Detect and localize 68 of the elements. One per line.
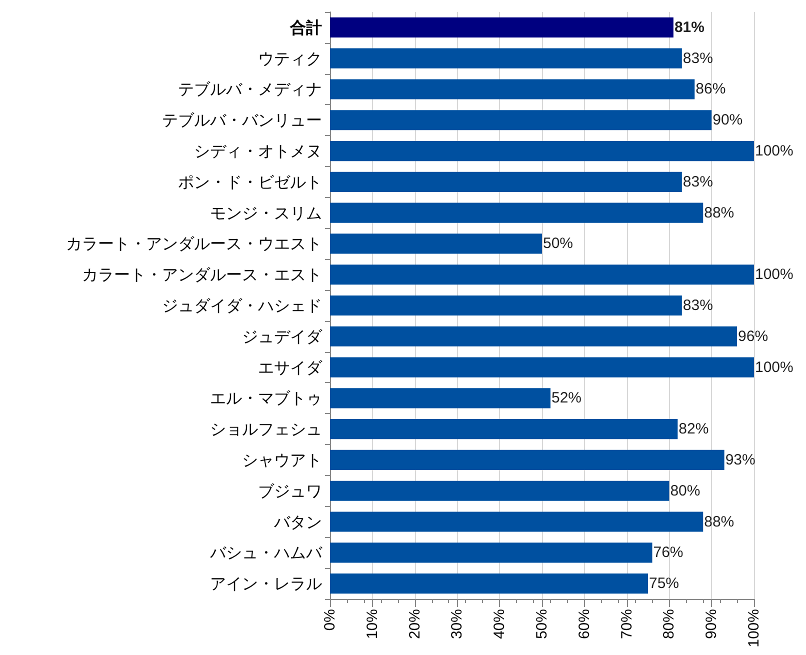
y-tick-label: カラート・アンダルース・エスト [82,265,322,284]
bar [330,264,754,285]
bar [330,110,712,130]
y-tick-label: ブジュワ [258,481,322,500]
x-tick-label: 40% [491,609,508,640]
bar [330,326,738,346]
data-label: 82% [678,420,709,438]
bar [330,512,704,532]
bar [330,419,678,440]
data-label: 96% [738,328,768,345]
data-label: 50% [543,235,574,252]
y-tick-label: ポン・ド・ビゼルト [178,172,322,192]
x-tick-label: 60% [576,609,593,640]
y-tick-label: シディ・オトメヌ [194,142,322,161]
data-label: 83% [682,297,713,314]
bar [330,480,670,501]
bar [330,202,704,223]
x-tick-label: 0% [322,609,338,631]
x-tick-label: 100% [746,609,762,648]
bar [330,450,724,470]
data-label: 75% [649,575,680,592]
bar [330,542,652,563]
data-label: 86% [696,80,726,98]
y-tick-label: バシュ・ハムバ [209,543,323,562]
bar [330,79,695,100]
bar [330,234,542,254]
y-tick-label: テブルバ・メディナ [178,80,322,99]
y-tick-label: エサイダ [258,358,323,377]
bar [330,574,648,594]
bar [330,140,754,162]
y-tick-label: モンジ・スリム [210,203,322,222]
x-tick-label: 80% [660,609,678,640]
data-label: 88% [704,204,734,222]
data-label: 100% [755,266,794,284]
y-tick-label: カラート・アンダルース・ウエスト [66,234,322,254]
x-tick-label: 50% [534,609,550,640]
data-label: 52% [551,390,582,407]
y-tick-label: エル・マブトゥ [210,388,322,408]
y-tick-label: バタン [273,512,322,532]
data-label: 100% [755,358,794,376]
x-tick-label: 90% [703,609,720,640]
bar [330,48,682,68]
x-tick-label: 30% [448,609,466,640]
y-tick-label: シャウアト [242,450,322,470]
x-tick-label: 10% [364,609,381,640]
data-label: 88% [704,513,734,530]
data-label: 80% [670,482,700,500]
y-tick-label: ジュダイダ・ハシェド [162,296,322,315]
bar [330,172,682,192]
x-tick-label: 70% [618,609,636,640]
data-label: 90% [712,112,743,129]
data-label: 76% [653,544,684,562]
y-tick-label: 合計 [289,18,322,37]
bar [330,17,674,38]
y-tick-label: ショルフェシュ [210,420,322,439]
y-tick-label: アイン・レラル [210,574,322,594]
bar [330,357,754,378]
y-tick-label: ジュデイダ [242,326,323,346]
bar [330,295,682,316]
y-tick-label: ウティク [258,48,322,68]
data-label: 81% [674,18,704,36]
x-tick-label: 20% [406,609,424,640]
data-label: 83% [682,50,713,67]
data-label: 93% [725,451,756,468]
y-tick-label: テブルバ・バンリュー [162,110,322,130]
bar [330,388,550,408]
data-label: 100% [755,142,794,160]
data-label: 83% [682,173,713,190]
